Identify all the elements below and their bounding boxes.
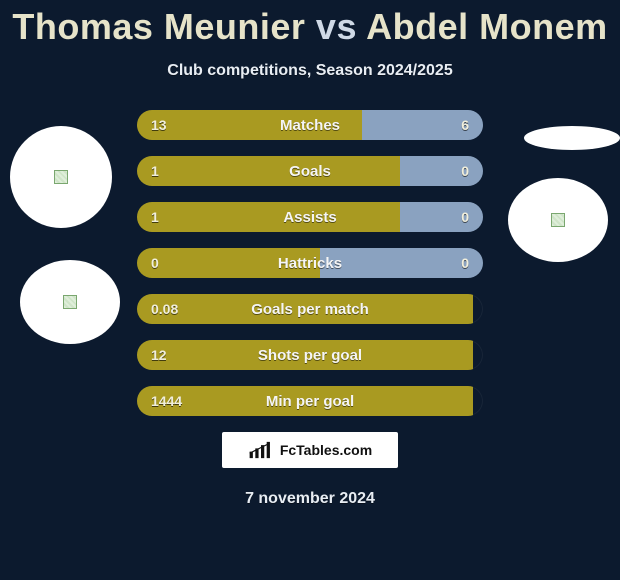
bar-right [362, 110, 483, 140]
bar-left [137, 248, 320, 278]
player2-avatar [508, 178, 608, 262]
stat-row: 0.08Goals per match [137, 294, 483, 324]
bar-left [137, 202, 400, 232]
page-title: Thomas Meunier vs Abdel Monem [0, 0, 620, 48]
placeholder-icon [63, 295, 77, 309]
player1-avatar [10, 126, 112, 228]
player2-ellipse [524, 126, 620, 150]
placeholder-icon [551, 213, 565, 227]
brand-badge: FcTables.com [222, 432, 398, 468]
player1-name: Thomas Meunier [12, 6, 305, 47]
bar-right [400, 202, 483, 232]
bar-left [137, 110, 362, 140]
subtitle: Club competitions, Season 2024/2025 [0, 62, 620, 80]
date-label: 7 november 2024 [0, 490, 620, 508]
bar-right [400, 156, 483, 186]
bar-left [137, 294, 473, 324]
stat-row: 136Matches [137, 110, 483, 140]
bar-right [320, 248, 483, 278]
brand-text: FcTables.com [280, 442, 372, 458]
stats-comparison: 136Matches 10Goals 10Assists 00Hattricks 0.0… [137, 110, 483, 416]
stat-row: 10Assists [137, 202, 483, 232]
stat-row: 12Shots per goal [137, 340, 483, 370]
bars-icon [248, 440, 274, 460]
bar-left [137, 340, 473, 370]
bar-left [137, 386, 473, 416]
stat-row: 00Hattricks [137, 248, 483, 278]
player2-name: Abdel Monem [366, 6, 608, 47]
stat-row: 10Goals [137, 156, 483, 186]
vs-label: vs [316, 6, 357, 47]
bar-left [137, 156, 400, 186]
stat-row: 1444Min per goal [137, 386, 483, 416]
placeholder-icon [54, 170, 68, 184]
player1-club-avatar [20, 260, 120, 344]
